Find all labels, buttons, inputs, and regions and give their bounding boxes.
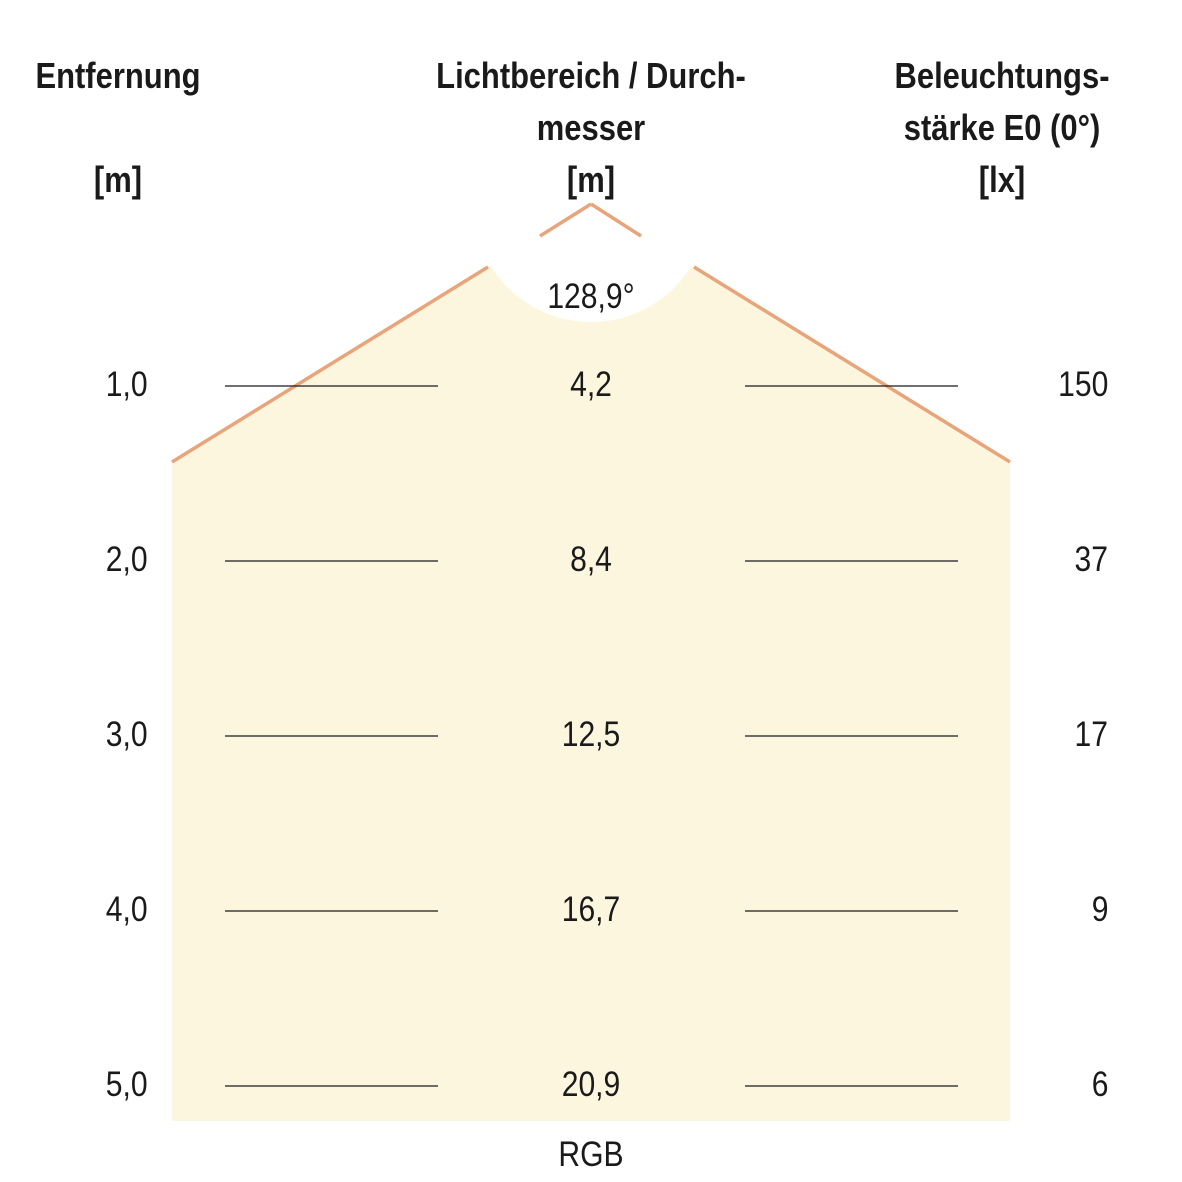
diameter-header: Lichtbereich / Durch- messer [m] <box>418 50 764 206</box>
diameter-value: 8,4 <box>570 540 612 579</box>
row-rule-lines <box>225 385 958 1087</box>
illuminance-header-title-line1: Beleuchtungs- <box>894 55 1110 96</box>
illuminance-value: 37 <box>1074 540 1108 579</box>
illuminance-header-title-line2: stärke E0 (0°) <box>903 107 1101 148</box>
diameter-value: 4,2 <box>570 365 612 404</box>
cone-edge-right-inner <box>590 202 642 238</box>
light-cone-fill <box>172 204 1010 1121</box>
diameter-header-title-line2: messer <box>536 107 646 148</box>
distance-value: 4,0 <box>106 890 148 929</box>
cone-edge-left-inner <box>539 202 592 238</box>
diameter-value: 20,9 <box>561 1065 621 1104</box>
illuminance-value: 6 <box>1091 1065 1108 1104</box>
diameter-header-title-line1: Lichtbereich / Durch- <box>436 55 746 96</box>
distance-value: 3,0 <box>106 715 148 754</box>
diameter-value: 16,7 <box>561 890 621 929</box>
distance-value: 2,0 <box>106 540 148 579</box>
illuminance-value: 150 <box>1057 365 1108 404</box>
product-variant-label: RGB <box>558 1135 624 1174</box>
distance-header-unit: [m] <box>93 159 143 200</box>
cone-edge-right-outer <box>693 265 1011 464</box>
illuminance-value: 17 <box>1074 715 1108 754</box>
illuminance-header-unit: [lx] <box>978 159 1026 200</box>
beam-angle-label: 128,9° <box>547 277 635 316</box>
distance-value: 1,0 <box>106 365 148 404</box>
distance-value: 5,0 <box>106 1065 148 1104</box>
distance-header: Entfernung [m] <box>17 50 220 206</box>
illuminance-value: 9 <box>1091 890 1108 929</box>
diameter-value: 12,5 <box>561 715 621 754</box>
distance-header-title: Entfernung <box>35 55 201 96</box>
diameter-header-unit: [m] <box>566 159 616 200</box>
cone-edge-left-outer <box>171 265 489 464</box>
illuminance-header: Beleuchtungs- stärke E0 (0°) [lx] <box>871 50 1132 206</box>
